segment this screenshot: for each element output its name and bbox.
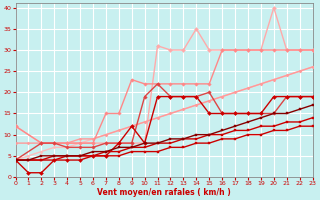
X-axis label: Vent moyen/en rafales ( km/h ): Vent moyen/en rafales ( km/h ) <box>97 188 231 197</box>
